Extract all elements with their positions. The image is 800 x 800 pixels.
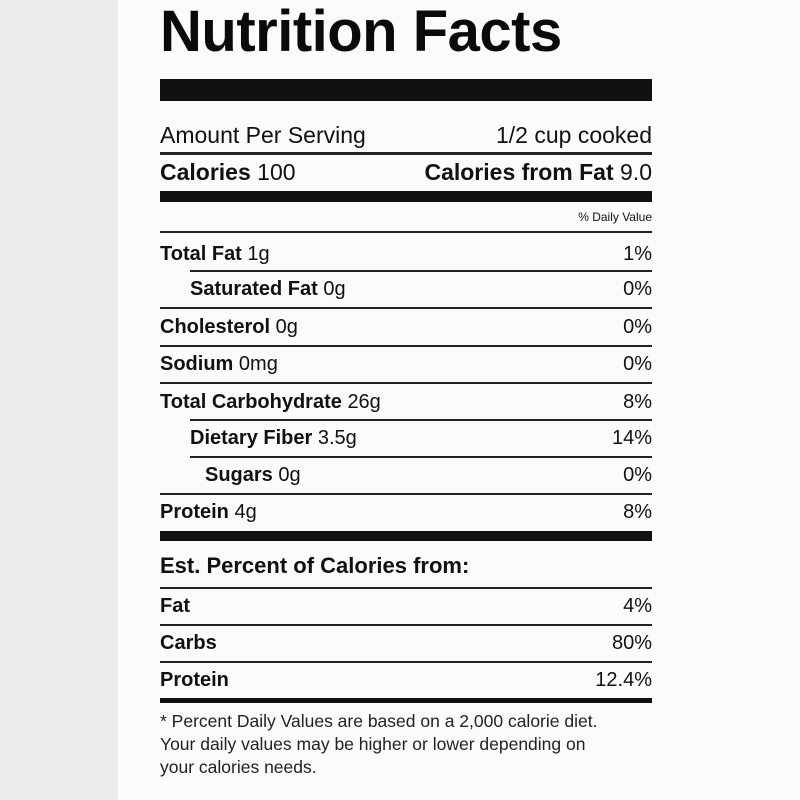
nutrition-label: Nutrition Facts Amount Per Serving 1/2 c… bbox=[160, 0, 652, 800]
nutrient-row-total-carbohydrate: Total Carbohydrate 26g 8% bbox=[160, 386, 652, 418]
divider bbox=[190, 456, 652, 458]
est-value: 4% bbox=[623, 594, 652, 617]
footnote-line: Your daily values may be higher or lower… bbox=[160, 734, 586, 754]
est-row-protein: Protein 12.4% bbox=[160, 664, 652, 696]
dv-header: % Daily Value bbox=[578, 210, 652, 224]
est-heading-row: Est. Percent of Calories from: bbox=[160, 550, 652, 582]
nutrient-amount: 0g bbox=[278, 463, 301, 486]
divider bbox=[160, 624, 652, 626]
nutrient-row-protein: Protein 4g 8% bbox=[160, 496, 652, 528]
divider bbox=[160, 587, 652, 589]
medium-divider bbox=[160, 191, 652, 202]
nutrient-row-cholesterol: Cholesterol 0g 0% bbox=[160, 311, 652, 343]
est-row-fat: Fat 4% bbox=[160, 590, 652, 622]
calories-from-fat-label: Calories from Fat bbox=[424, 158, 614, 185]
dv-header-row: % Daily Value bbox=[160, 207, 652, 227]
divider bbox=[160, 382, 652, 384]
nutrient-name: Total Carbohydrate bbox=[160, 390, 342, 413]
nutrient-dv: 1% bbox=[623, 242, 652, 265]
divider bbox=[160, 493, 652, 495]
thick-divider bbox=[160, 79, 652, 101]
nutrient-dv: 0% bbox=[623, 315, 652, 338]
calories-cell: Calories 100 bbox=[160, 159, 296, 186]
nutrient-amount: 4g bbox=[234, 500, 257, 523]
nutrient-row-dietary-fiber: Dietary Fiber 3.5g 14% bbox=[160, 422, 652, 454]
nutrient-name: Dietary Fiber bbox=[190, 426, 313, 449]
serving-size: 1/2 cup cooked bbox=[495, 121, 652, 148]
nutrient-dv: 8% bbox=[623, 390, 652, 413]
medium-divider bbox=[160, 531, 652, 541]
footnote-line: * Percent Daily Values are based on a 2,… bbox=[160, 711, 598, 731]
serving-label: Amount Per Serving bbox=[160, 121, 366, 148]
divider bbox=[160, 152, 652, 155]
est-heading: Est. Percent of Calories from: bbox=[160, 553, 470, 578]
nutrient-name: Sodium bbox=[160, 352, 234, 375]
nutrient-amount: 26g bbox=[347, 390, 381, 413]
calories-from-fat-value: 9.0 bbox=[620, 158, 652, 185]
nutrient-amount: 0mg bbox=[238, 352, 278, 375]
divider bbox=[190, 419, 652, 421]
calories-value: 100 bbox=[257, 158, 296, 185]
calories-row: Calories 100 Calories from Fat 9.0 bbox=[160, 157, 652, 187]
est-value: 12.4% bbox=[595, 668, 652, 691]
nutrient-dv: 8% bbox=[623, 500, 652, 523]
footnote-line: your calories needs. bbox=[160, 757, 317, 777]
nutrient-amount: 3.5g bbox=[317, 426, 357, 449]
est-name: Protein bbox=[160, 668, 229, 691]
divider bbox=[160, 231, 652, 233]
divider bbox=[160, 345, 652, 347]
est-name: Fat bbox=[160, 594, 190, 617]
nutrient-name: Total Fat bbox=[160, 242, 242, 265]
bottom-divider bbox=[160, 698, 652, 703]
label-panel bbox=[118, 0, 800, 800]
footnote: * Percent Daily Values are based on a 2,… bbox=[160, 710, 652, 779]
calories-from-fat-cell: Calories from Fat 9.0 bbox=[424, 159, 652, 186]
est-row-carbs: Carbs 80% bbox=[160, 627, 652, 659]
nutrient-name: Cholesterol bbox=[160, 315, 271, 338]
label-title: Nutrition Facts bbox=[160, 0, 562, 64]
nutrient-amount: 0g bbox=[275, 315, 298, 338]
est-value: 80% bbox=[611, 631, 652, 654]
nutrient-row-total-fat: Total Fat 1g 1% bbox=[160, 238, 652, 270]
divider bbox=[160, 661, 652, 663]
nutrient-dv: 0% bbox=[623, 463, 652, 486]
nutrient-amount: 0g bbox=[323, 277, 346, 300]
nutrient-name: Protein bbox=[160, 500, 229, 523]
nutrient-row-saturated-fat: Saturated Fat 0g 0% bbox=[160, 273, 652, 305]
est-name: Carbs bbox=[160, 631, 217, 654]
nutrient-row-sodium: Sodium 0mg 0% bbox=[160, 348, 652, 380]
nutrient-name: Sugars bbox=[205, 463, 273, 486]
divider bbox=[190, 270, 652, 272]
nutrient-amount: 1g bbox=[247, 242, 270, 265]
nutrient-name: Saturated Fat bbox=[190, 277, 318, 300]
serving-row: Amount Per Serving 1/2 cup cooked bbox=[160, 120, 652, 150]
calories-label: Calories bbox=[160, 158, 251, 185]
nutrient-row-sugars: Sugars 0g 0% bbox=[160, 459, 652, 491]
nutrient-dv: 14% bbox=[611, 426, 652, 449]
nutrient-dv: 0% bbox=[623, 277, 652, 300]
divider bbox=[160, 307, 652, 309]
nutrient-dv: 0% bbox=[623, 352, 652, 375]
